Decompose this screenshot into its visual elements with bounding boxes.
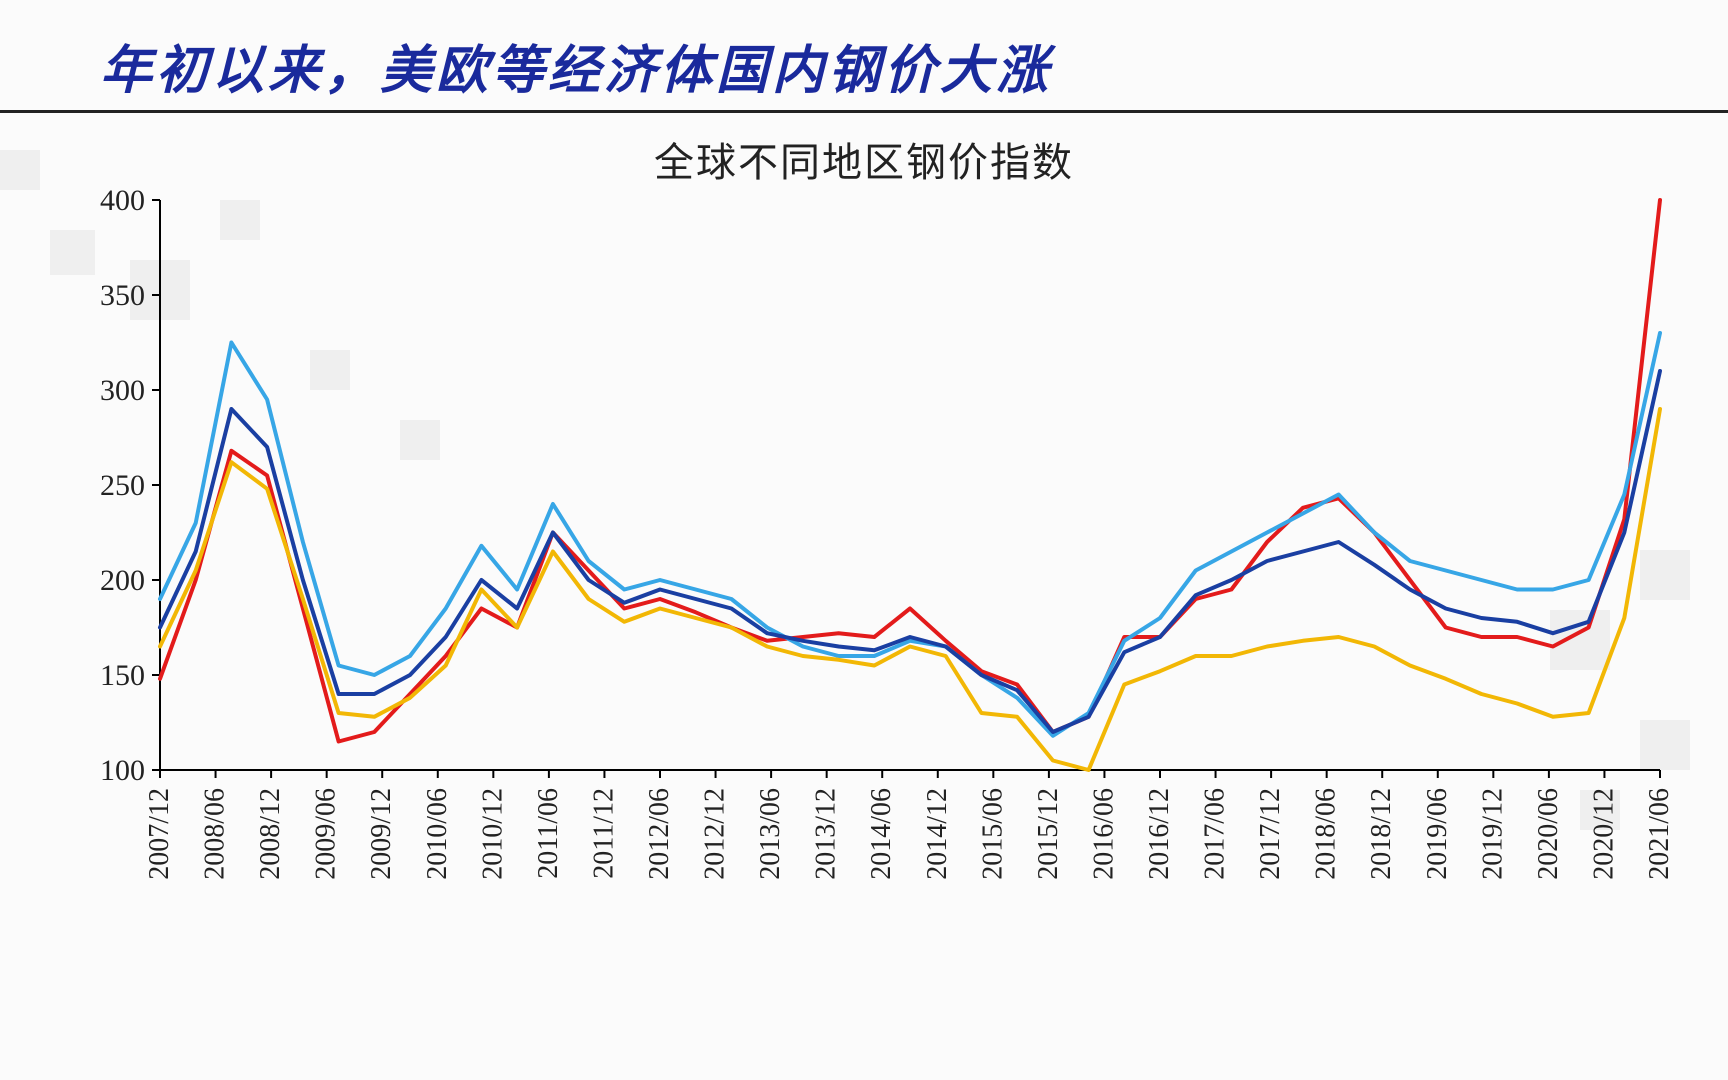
- y-tick-label: 300: [100, 374, 145, 407]
- x-tick-label: 2010/06: [422, 788, 453, 880]
- chart-title: 全球不同地区钢价指数: [0, 130, 1728, 188]
- x-tick-label: 2018/12: [1366, 788, 1397, 880]
- x-tick-label: 2014/06: [866, 788, 897, 880]
- x-tick-label: 2013/06: [755, 788, 786, 880]
- y-tick-label: 350: [100, 279, 145, 312]
- x-tick-label: 2016/12: [1144, 788, 1175, 880]
- steel-price-chart: 100 150 200 250 300 350 400 2007/12 2008/06 2008/…: [60, 190, 1680, 910]
- x-tick-label: 2017/06: [1200, 788, 1231, 880]
- x-tick-label: 2009/06: [311, 788, 342, 880]
- x-tick-label: 2017/12: [1255, 788, 1286, 880]
- y-tick-label: 200: [100, 564, 145, 597]
- x-tick-label: 2011/12: [588, 788, 619, 879]
- x-tick-label: 2020/06: [1533, 788, 1564, 880]
- x-tick-label: 2012/12: [700, 788, 731, 880]
- page: 年初以来，美欧等经济体国内钢价大涨 全球不同地区钢价指数 100 150 200 25…: [0, 0, 1728, 1080]
- x-tick-label: 2015/06: [977, 788, 1008, 880]
- x-tick-label: 2018/06: [1311, 788, 1342, 880]
- y-tick-label: 250: [100, 469, 145, 502]
- x-tick-label: 2012/06: [644, 788, 675, 880]
- x-tick-label: 2011/06: [533, 788, 564, 879]
- series-line-北美: [160, 200, 1660, 742]
- y-tick-label: 100: [100, 754, 145, 787]
- series-line-全球: [160, 371, 1660, 732]
- x-tick-label: 2016/06: [1088, 788, 1119, 880]
- series-line-亚洲: [160, 409, 1660, 770]
- y-tick-label: 400: [100, 190, 145, 217]
- x-tick-label: 2019/12: [1477, 788, 1508, 880]
- x-tick-label: 2008/12: [255, 788, 286, 880]
- x-tick-label: 2020/12: [1588, 788, 1619, 880]
- x-tick-label: 2008/06: [200, 788, 231, 880]
- x-tick-label: 2014/12: [922, 788, 953, 880]
- x-tick-label: 2021/06: [1644, 788, 1675, 880]
- x-tick-label: 2019/06: [1422, 788, 1453, 880]
- title-underline: [0, 110, 1728, 113]
- page-title: 年初以来，美欧等经济体国内钢价大涨: [100, 28, 1052, 103]
- x-tick-label: 2013/12: [811, 788, 842, 880]
- x-tick-label: 2010/12: [477, 788, 508, 880]
- x-tick-label: 2015/12: [1033, 788, 1064, 880]
- y-tick-label: 150: [100, 659, 145, 692]
- chart-svg: 100 150 200 250 300 350 400 2007/12 2008/06 2008/…: [60, 190, 1680, 910]
- x-tick-label: 2009/12: [366, 788, 397, 880]
- x-tick-label: 2007/12: [144, 788, 175, 880]
